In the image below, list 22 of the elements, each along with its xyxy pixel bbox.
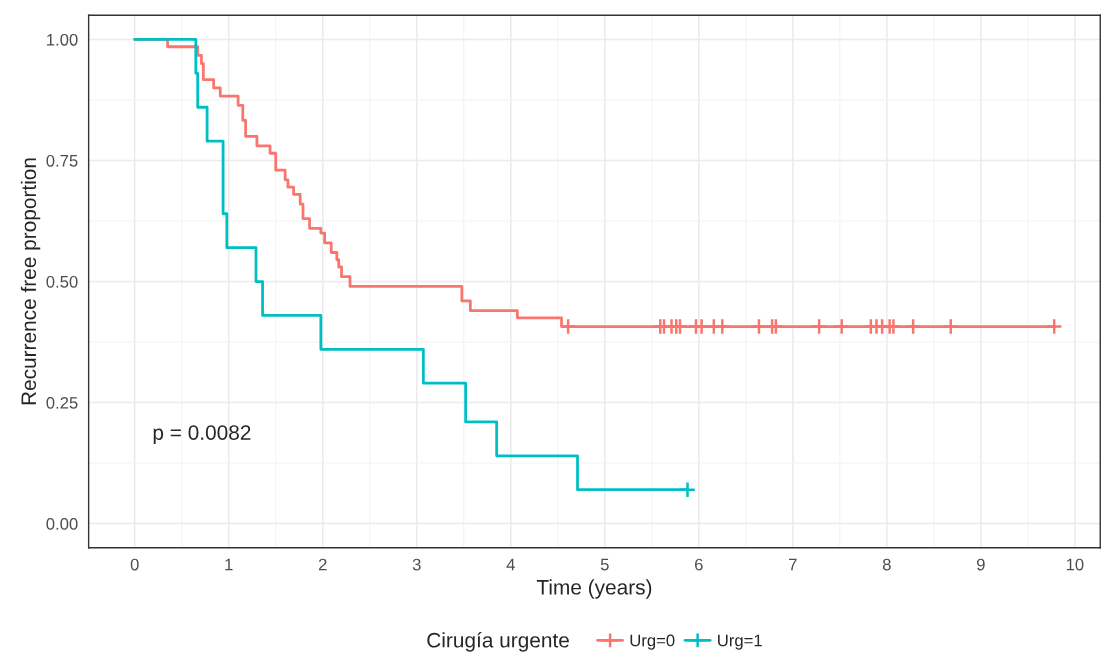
- x-tick-label: 0: [130, 558, 139, 571]
- x-axis-title: Time (years): [536, 579, 652, 599]
- x-tick-label: 3: [412, 558, 421, 571]
- x-tick-label: 9: [976, 558, 985, 571]
- x-tick-label: 5: [600, 558, 609, 571]
- x-tick-label: 6: [695, 558, 703, 571]
- annotation: p = 0.0082: [153, 425, 251, 445]
- x-tick-label: 7: [789, 558, 797, 571]
- y-tick-label: 1.00: [47, 33, 78, 46]
- y-tick-label: 0.75: [46, 154, 78, 167]
- x-tick-label: 8: [882, 558, 891, 571]
- y-axis-title: Recurrence free proportion: [20, 158, 41, 405]
- legend-title: Cirugía urgente: [427, 632, 569, 652]
- x-tick-label: 10: [1066, 558, 1084, 571]
- y-tick-label: 0.50: [46, 275, 78, 288]
- x-tick-label: 2: [318, 558, 327, 571]
- y-tick-label: 0.25: [46, 396, 78, 409]
- legend-label: Urg=1: [718, 634, 762, 650]
- y-tick-label: 0.00: [46, 518, 78, 530]
- x-tick-label: 4: [506, 558, 515, 571]
- x-tick-label: 1: [225, 558, 233, 571]
- legend-label: Urg=0: [630, 634, 675, 650]
